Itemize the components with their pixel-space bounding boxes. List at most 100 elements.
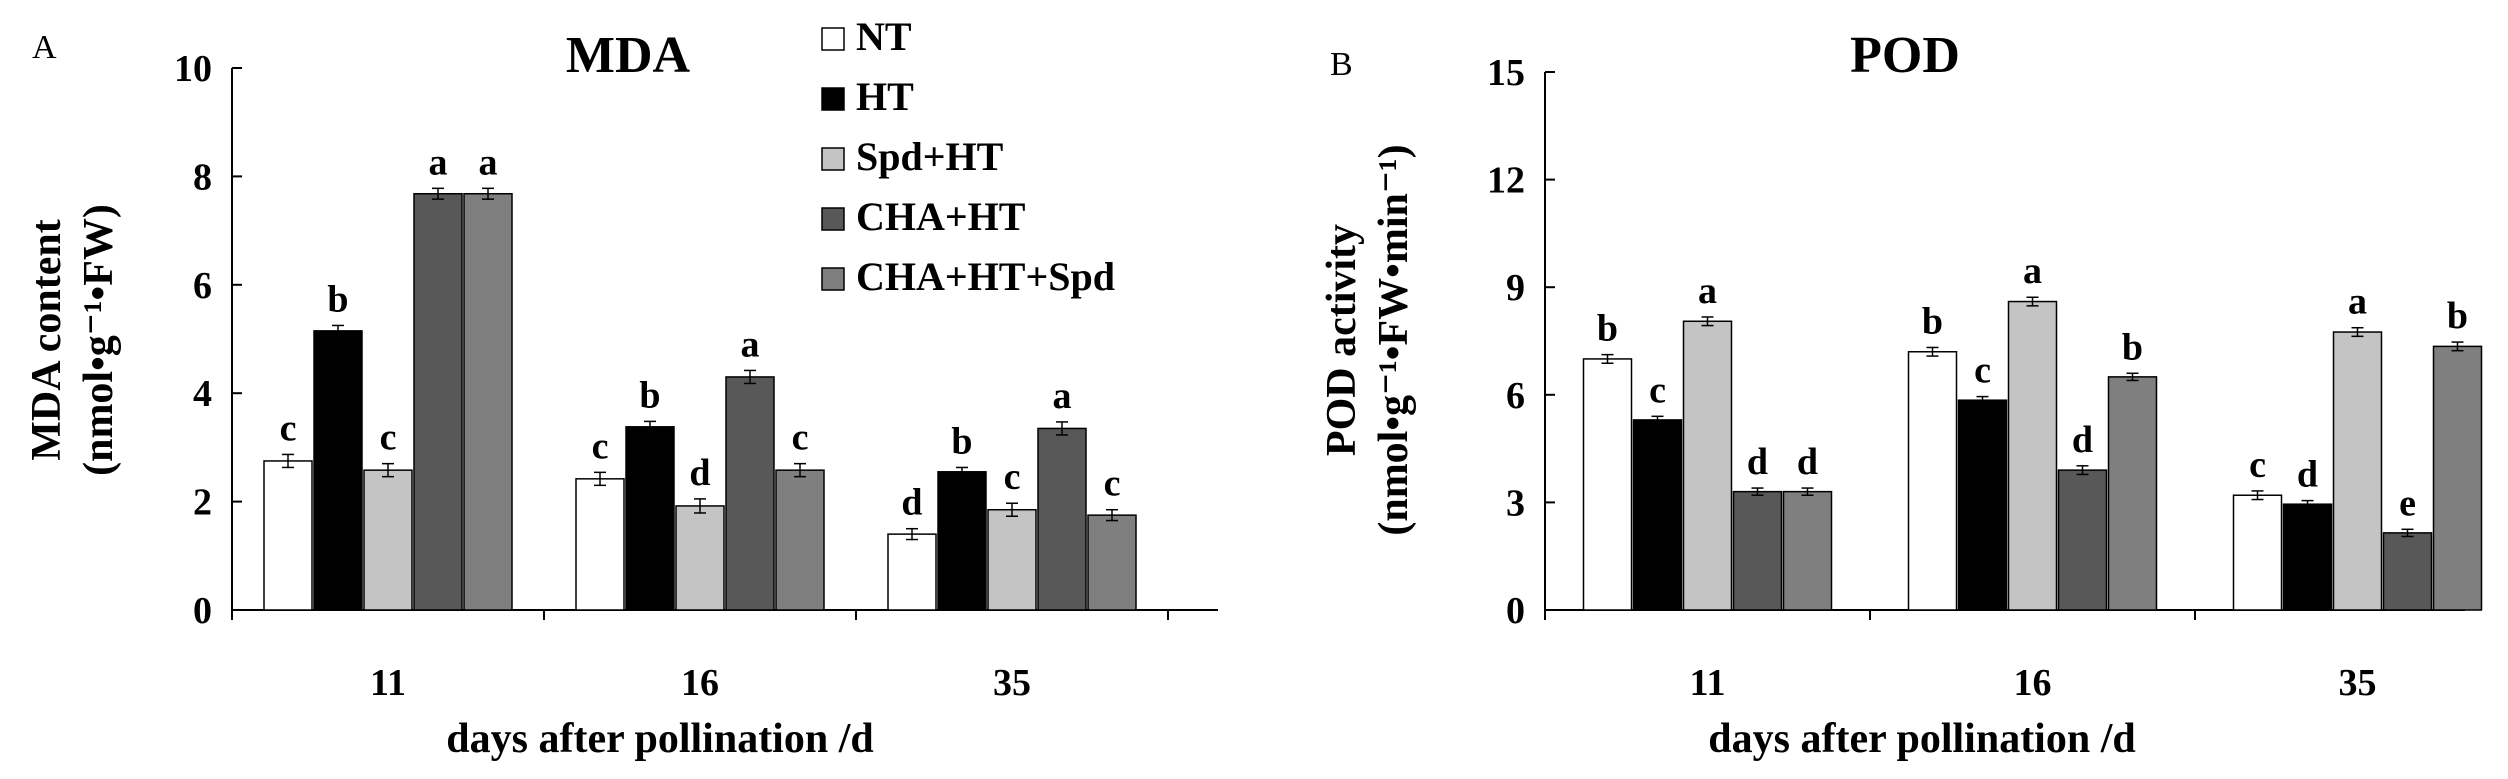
bar xyxy=(575,478,625,611)
y-tick-label: 0 xyxy=(193,590,212,632)
bar xyxy=(263,460,313,611)
bar xyxy=(313,330,363,611)
bar xyxy=(2282,503,2333,611)
bar xyxy=(937,471,987,611)
significance-label: b xyxy=(1922,300,1943,342)
bar xyxy=(1957,399,2008,611)
significance-label: a xyxy=(2348,281,2367,323)
bar xyxy=(363,469,413,611)
chart-title: POD xyxy=(1850,27,1960,84)
y-tick-label: 15 xyxy=(1487,52,1525,94)
significance-label: b xyxy=(951,420,972,462)
significance-label: d xyxy=(901,482,922,524)
significance-label: b xyxy=(327,278,348,320)
legend-label: HT xyxy=(856,74,914,119)
significance-label: d xyxy=(1797,441,1818,483)
x-category-label: 11 xyxy=(370,662,406,704)
legend: NT HT Spd+HT CHA+HT CHA+HT+Spd xyxy=(821,14,1115,299)
chart-title: MDA xyxy=(566,27,691,84)
legend-label: CHA+HT+Spd xyxy=(856,254,1115,299)
legend-swatch xyxy=(821,267,845,291)
significance-label: c xyxy=(1004,456,1021,498)
y-tick-label: 6 xyxy=(1506,375,1525,417)
bar xyxy=(1037,427,1087,611)
significance-label: a xyxy=(741,323,760,365)
significance-label: c xyxy=(1104,463,1121,505)
significance-label: d xyxy=(2072,419,2093,461)
legend-swatch xyxy=(821,147,845,171)
bar xyxy=(2332,331,2383,611)
significance-label: d xyxy=(2297,454,2318,496)
significance-label: b xyxy=(2447,295,2468,337)
significance-label: a xyxy=(1053,375,1072,417)
bar xyxy=(625,426,675,611)
y-axis-unit-label: (nmol•g⁻¹•FW) xyxy=(76,204,122,476)
y-tick-label: 2 xyxy=(193,482,212,524)
significance-label: c xyxy=(592,425,609,467)
significance-label: d xyxy=(689,452,710,494)
x-category-label: 35 xyxy=(2339,662,2377,704)
bar xyxy=(2232,494,2283,611)
significance-label: e xyxy=(2399,482,2416,524)
significance-label: b xyxy=(2122,326,2143,368)
y-tick-label: 12 xyxy=(1487,160,1525,202)
x-axis-label: days after pollination /d xyxy=(446,716,873,762)
y-tick-label: 9 xyxy=(1506,267,1525,309)
significance-label: c xyxy=(2249,444,2266,486)
legend-label: Spd+HT xyxy=(856,134,1004,179)
bar xyxy=(1632,419,1683,611)
panel-letter-a: A xyxy=(32,29,57,66)
significance-label: d xyxy=(1747,441,1768,483)
y-axis-unit-label: (nmol•g⁻¹•FW•min⁻¹) xyxy=(1371,144,1417,535)
y-axis-label: POD activity xyxy=(1319,224,1365,456)
panel-letter-b: B xyxy=(1330,46,1353,83)
significance-label: c xyxy=(1974,350,1991,392)
bar xyxy=(1087,514,1137,611)
significance-label: c xyxy=(380,417,397,459)
x-category-label: 16 xyxy=(681,662,719,704)
bar xyxy=(1907,351,1958,611)
legend-label: NT xyxy=(856,14,912,59)
bar xyxy=(463,192,513,611)
y-tick-label: 10 xyxy=(174,48,212,90)
legend-label: CHA+HT xyxy=(856,194,1026,239)
significance-label: a xyxy=(429,141,448,183)
significance-label: c xyxy=(280,407,297,449)
significance-label: a xyxy=(479,141,498,183)
significance-label: a xyxy=(2023,250,2042,292)
legend-swatch xyxy=(821,207,845,231)
bar xyxy=(2107,376,2158,611)
significance-label: c xyxy=(792,417,809,459)
significance-label: c xyxy=(1649,369,1666,411)
x-category-label: 11 xyxy=(1690,662,1726,704)
legend-swatch xyxy=(821,27,845,51)
bar xyxy=(1582,358,1633,611)
significance-label: a xyxy=(1698,270,1717,312)
y-tick-label: 0 xyxy=(1506,590,1525,632)
bar xyxy=(2007,300,2058,611)
y-axis-label: MDA content xyxy=(24,219,70,460)
bar xyxy=(775,469,825,611)
significance-label: b xyxy=(1597,308,1618,350)
bar xyxy=(1732,490,1783,611)
bar xyxy=(2382,532,2433,611)
bar xyxy=(413,192,463,611)
x-axis-label: days after pollination /d xyxy=(1708,716,2135,762)
y-tick-label: 6 xyxy=(193,265,212,307)
bar xyxy=(987,508,1037,611)
legend-swatch xyxy=(821,87,845,111)
bar xyxy=(2057,469,2108,611)
x-category-label: 16 xyxy=(2014,662,2052,704)
bar xyxy=(725,376,775,611)
y-tick-label: 8 xyxy=(193,156,212,198)
bar xyxy=(887,533,937,611)
x-category-label: 35 xyxy=(993,662,1031,704)
bar xyxy=(675,505,725,611)
y-tick-label: 4 xyxy=(193,373,212,415)
bar xyxy=(1782,490,1833,611)
bar xyxy=(2432,345,2483,611)
bar xyxy=(1682,320,1733,611)
